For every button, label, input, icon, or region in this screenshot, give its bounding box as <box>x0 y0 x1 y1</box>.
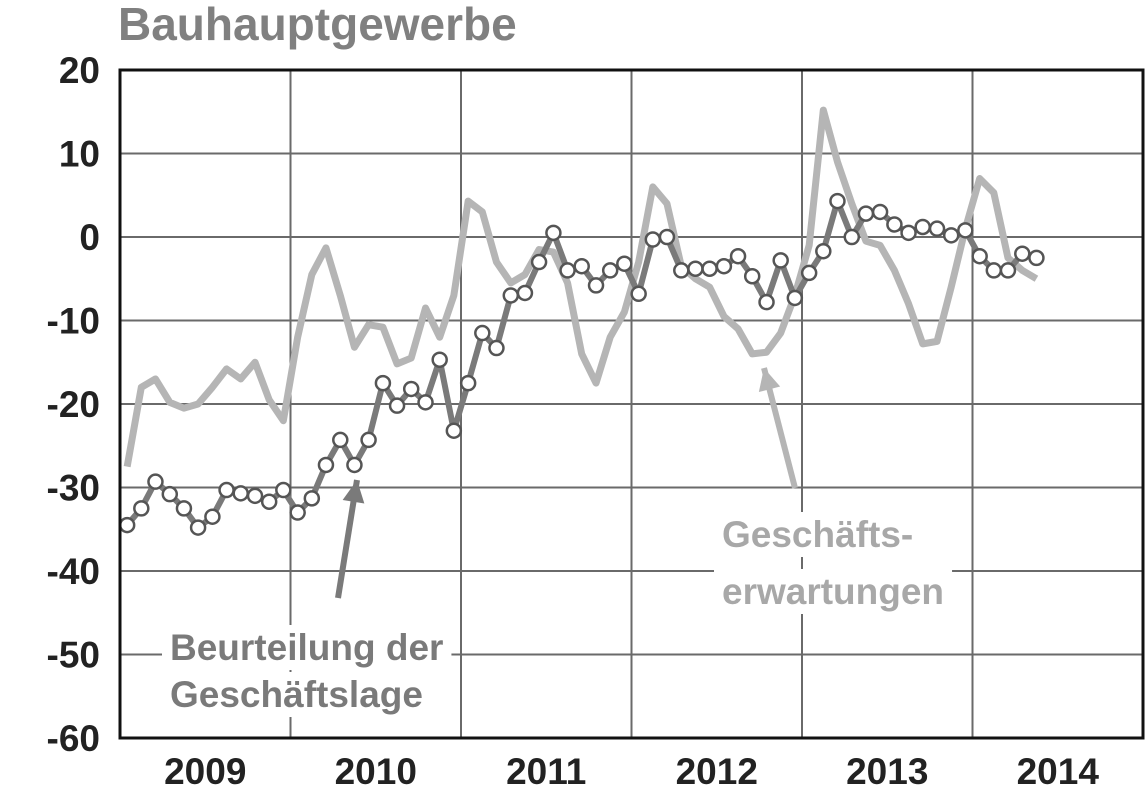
data-point <box>871 203 889 221</box>
y-tick-label: 10 <box>59 134 100 175</box>
data-point <box>175 500 193 517</box>
x-tick-label: 2013 <box>846 751 928 790</box>
data-point <box>474 324 491 342</box>
data-point <box>673 262 690 279</box>
data-point <box>886 216 903 233</box>
chart-title: Bauhauptgewerbe <box>118 0 517 50</box>
annotation-bg <box>162 625 452 670</box>
data-point <box>260 493 278 510</box>
data-point <box>232 485 249 502</box>
data-point <box>417 394 434 411</box>
data-point <box>729 247 747 265</box>
data-point <box>360 431 377 449</box>
data-point <box>573 257 590 275</box>
data-point <box>161 485 179 503</box>
data-point <box>374 374 392 392</box>
data-point <box>431 351 448 368</box>
data-point <box>218 481 235 499</box>
data-point <box>999 262 1017 279</box>
y-tick-label: -20 <box>47 384 100 425</box>
data-point <box>1014 245 1031 262</box>
data-point <box>332 431 349 449</box>
data-point <box>772 252 789 269</box>
x-tick-label: 2014 <box>1017 751 1100 790</box>
data-point <box>587 277 605 294</box>
data-point <box>857 205 875 222</box>
data-point <box>133 500 150 517</box>
data-point <box>786 289 804 307</box>
data-point <box>303 490 321 507</box>
data-point <box>900 224 917 242</box>
annotation: Geschäftslage <box>170 674 423 715</box>
data-point <box>957 222 974 239</box>
data-point <box>459 374 477 392</box>
data-point <box>559 262 576 279</box>
annotation-bg <box>162 672 431 717</box>
annotation: Beurteilung der <box>170 627 443 668</box>
series-line <box>124 198 1038 531</box>
arrow-head <box>342 480 365 504</box>
data-point <box>928 220 946 237</box>
data-point <box>942 227 960 244</box>
data-point <box>402 380 420 398</box>
data-point <box>701 260 718 277</box>
plot-frame <box>118 68 1145 740</box>
y-tick-label: -40 <box>47 551 100 592</box>
data-point <box>289 504 306 521</box>
y-tick-label: -30 <box>47 468 100 509</box>
y-tick-label: -10 <box>47 301 100 342</box>
data-point <box>275 481 292 499</box>
annotation-bg <box>714 569 953 614</box>
x-tick-label: 2010 <box>335 751 417 790</box>
series-line <box>123 106 1039 468</box>
data-point <box>445 422 463 439</box>
data-point <box>800 264 818 282</box>
data-point <box>118 516 136 534</box>
data-point <box>545 224 562 242</box>
data-point <box>658 228 676 246</box>
annotation: Geschäfts- <box>722 514 913 555</box>
data-point <box>829 192 846 210</box>
data-point <box>346 456 363 474</box>
data-point <box>644 231 662 248</box>
data-point <box>743 267 761 285</box>
y-tick-label: -60 <box>47 718 100 759</box>
y-tick-label: 0 <box>79 217 100 258</box>
data-point <box>488 339 505 357</box>
x-tick-label: 2009 <box>164 751 246 790</box>
data-point <box>630 285 647 303</box>
data-point <box>985 262 1003 279</box>
data-point <box>317 456 335 474</box>
data-point <box>758 293 775 311</box>
x-tick-label: 2011 <box>506 751 586 790</box>
data-point <box>189 519 207 536</box>
annotation-bg <box>714 512 922 557</box>
data-point <box>204 508 221 525</box>
data-point <box>502 287 520 304</box>
data-point <box>388 397 406 414</box>
data-point <box>530 253 548 271</box>
data-point <box>971 247 988 265</box>
y-tick-label: 20 <box>59 50 100 91</box>
data-point <box>687 260 704 277</box>
x-tick-label: 2012 <box>676 751 758 790</box>
data-point <box>601 262 619 279</box>
y-tick-label: -50 <box>47 635 100 676</box>
data-point <box>1028 249 1045 267</box>
data-point <box>147 473 164 490</box>
data-point <box>914 218 931 236</box>
data-point <box>715 257 733 275</box>
annotation: erwartungen <box>722 571 944 612</box>
data-point <box>815 242 832 260</box>
data-point <box>616 255 633 272</box>
data-point <box>516 284 534 302</box>
data-point <box>843 228 861 246</box>
data-point <box>246 487 264 505</box>
arrow-head <box>758 368 781 393</box>
